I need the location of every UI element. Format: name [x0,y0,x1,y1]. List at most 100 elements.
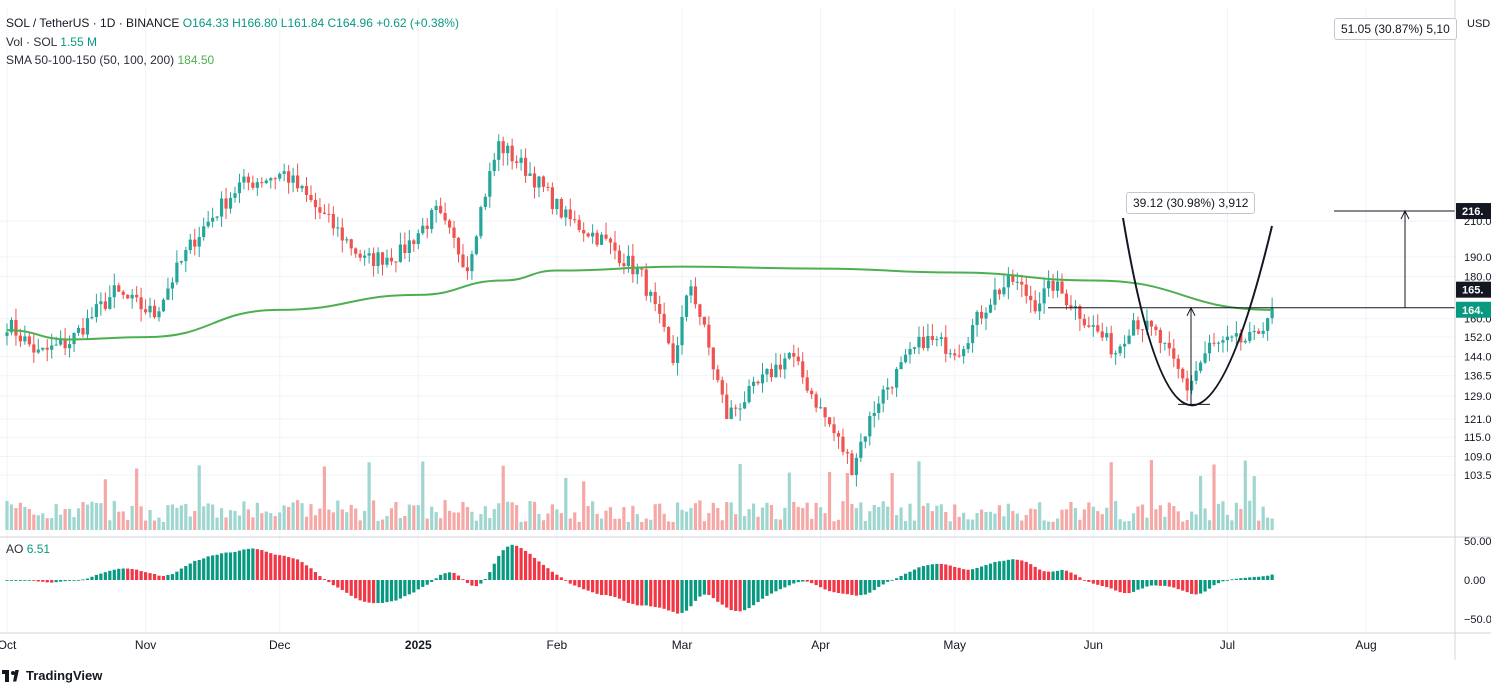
ao-bar [979,566,984,580]
candle-body [385,257,389,265]
ao-bar [787,580,791,586]
candle-body [917,336,921,348]
candle-body [1154,326,1158,331]
ao-bar [559,577,563,580]
price-tick-label: 180.0 [1464,271,1491,283]
ao-bar [1149,580,1154,586]
candle-body [126,294,130,299]
candle-body [179,261,183,263]
sma-label[interactable]: SMA 50-100-150 (50, 100, 200) [6,53,175,67]
ao-bar [962,569,966,580]
volume-bar [716,507,720,530]
candle-body [412,240,416,244]
volume-bar [1172,506,1176,530]
candle-body [447,220,452,228]
ao-bar [523,550,528,580]
volume-bar [863,520,867,530]
currency-label[interactable]: USD [1467,18,1491,30]
ao-bar [1261,576,1265,580]
volume-bar [166,505,170,530]
ao-bar [1212,580,1216,586]
volume-bar [1091,506,1095,530]
volume-bar [698,500,702,530]
ao-bar [801,580,805,582]
volume-bar [1203,508,1207,530]
volume-bar [550,504,554,530]
tradingview-logo[interactable]: TradingView [2,668,102,683]
ao-bar [90,576,94,580]
candle-body [1257,331,1261,334]
price-tick-label: 136.5 [1464,371,1491,383]
candle-body [859,441,863,458]
ao-bar [819,580,823,588]
volume-bar [112,500,116,530]
volume-bar [541,520,546,530]
ao-bar [702,580,706,595]
ao-bar [1167,580,1171,587]
volume-bar [1149,460,1154,530]
ao-bar [126,568,130,580]
candle-body [103,301,107,309]
symbol-label[interactable]: SOL / TetherUS · 1D · BINANCE [6,16,180,30]
candle-body [394,261,398,263]
candle-body [1176,358,1180,369]
volume-bar [349,504,353,530]
ao-bar [649,580,653,607]
volume-bar [376,520,380,530]
ao-label[interactable]: AO [6,542,24,556]
candle-body [1051,280,1055,291]
candle-body [461,254,465,268]
ao-bar [640,580,644,606]
ao-bar [215,554,219,580]
volume-bar [586,506,590,530]
volume-bar [707,512,711,530]
volume-bar [72,517,76,530]
candle-body [1064,293,1069,306]
volume-bar [54,504,58,530]
ao-bar [32,580,36,581]
candle-body [1109,333,1113,355]
volume-bar [523,521,528,530]
candle-body [707,324,711,348]
volume-bar [890,473,894,530]
ao-bar [336,580,340,588]
ao-bar [1163,580,1167,586]
ao-bar [693,580,698,601]
ao-bar [5,580,9,581]
volume-bar [872,505,876,530]
volume-bar [827,471,832,530]
ao-bar [497,555,501,580]
volume-bar [662,513,666,530]
candle-body [622,263,626,267]
volume-label[interactable]: Vol · SOL [6,35,57,49]
volume-bar [962,512,966,530]
ao-bar [1029,564,1033,580]
candle-body [278,173,282,179]
ao-bar [684,580,689,611]
candle-body [425,225,429,229]
volume-bar [868,511,872,530]
ao-bar [953,566,957,580]
volume-bar [573,512,577,530]
ao-bar [827,580,832,592]
ao-bar [1011,559,1015,580]
volume-bar [1055,518,1060,530]
ao-bar [617,580,622,599]
volume-bar [85,504,90,530]
time-tick-label: Nov [135,638,156,652]
ao-bar [54,580,58,583]
volume-bar [345,512,349,530]
candle-body [18,335,23,342]
volume-bars [5,460,1274,530]
volume-bar [197,465,201,530]
volume-bar [886,506,890,530]
volume-bar [403,515,407,530]
volume-bar [206,503,210,530]
ao-bar [886,580,890,582]
breakout-price-label-bg [1456,281,1491,298]
candle-body [595,232,599,245]
ao-bar [403,580,407,597]
ao-bar [716,580,720,602]
volume-bar [903,521,908,530]
